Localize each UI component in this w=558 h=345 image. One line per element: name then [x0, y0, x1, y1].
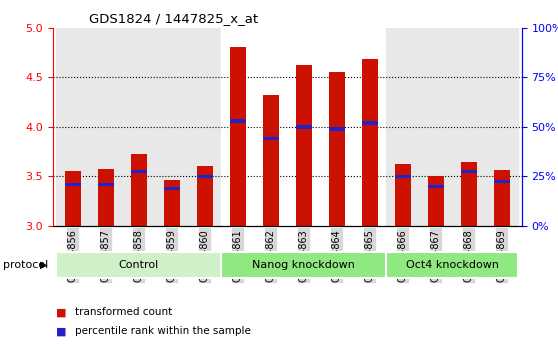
- Bar: [461, 170, 477, 173]
- Text: Nanog knockdown: Nanog knockdown: [252, 260, 355, 270]
- Text: percentile rank within the sample: percentile rank within the sample: [75, 326, 251, 336]
- Text: GDS1824 / 1447825_x_at: GDS1824 / 1447825_x_at: [89, 12, 258, 25]
- Bar: [362, 121, 378, 125]
- Bar: [386, 28, 518, 226]
- Text: transformed count: transformed count: [75, 307, 172, 317]
- Bar: [329, 72, 345, 226]
- Bar: [461, 161, 477, 226]
- Text: GSM94868: GSM94868: [464, 229, 474, 282]
- Bar: [196, 175, 213, 178]
- Text: ■: ■: [56, 326, 66, 336]
- Bar: [329, 127, 345, 130]
- Bar: [196, 167, 213, 226]
- Bar: [263, 137, 279, 140]
- Bar: [494, 180, 510, 183]
- Text: ▶: ▶: [40, 260, 47, 270]
- Text: Oct4 knockdown: Oct4 knockdown: [406, 260, 499, 270]
- Bar: [131, 154, 147, 226]
- Bar: [296, 125, 312, 129]
- Bar: [229, 47, 246, 226]
- Bar: [222, 28, 386, 226]
- Text: GSM94863: GSM94863: [299, 229, 309, 282]
- Bar: [494, 170, 510, 226]
- Bar: [56, 28, 222, 226]
- Bar: [131, 170, 147, 173]
- Bar: [296, 65, 312, 226]
- Text: protocol: protocol: [3, 260, 48, 270]
- Bar: [98, 169, 114, 226]
- Text: GSM94866: GSM94866: [398, 229, 408, 282]
- Text: GSM94857: GSM94857: [101, 229, 111, 282]
- Bar: [163, 180, 180, 226]
- Text: GSM94865: GSM94865: [365, 229, 375, 282]
- Text: GSM94862: GSM94862: [266, 229, 276, 282]
- Bar: [65, 183, 81, 186]
- Bar: [229, 119, 246, 122]
- Bar: [263, 95, 279, 226]
- Bar: [65, 171, 81, 226]
- Bar: [163, 187, 180, 190]
- Text: GSM94864: GSM94864: [332, 229, 342, 282]
- Bar: [56, 252, 222, 278]
- Text: GSM94859: GSM94859: [167, 229, 177, 282]
- Bar: [427, 185, 444, 188]
- Text: Control: Control: [119, 260, 159, 270]
- Bar: [362, 59, 378, 226]
- Text: GSM94861: GSM94861: [233, 229, 243, 282]
- Text: GSM94869: GSM94869: [497, 229, 507, 282]
- Text: GSM94860: GSM94860: [200, 229, 210, 282]
- Bar: [395, 175, 411, 178]
- Text: GSM94858: GSM94858: [134, 229, 144, 282]
- Text: ■: ■: [56, 307, 66, 317]
- Text: GSM94856: GSM94856: [68, 229, 78, 282]
- Text: GSM94867: GSM94867: [431, 229, 441, 282]
- Bar: [395, 165, 411, 226]
- Bar: [222, 252, 386, 278]
- Bar: [386, 252, 518, 278]
- Bar: [98, 183, 114, 186]
- Bar: [427, 176, 444, 226]
